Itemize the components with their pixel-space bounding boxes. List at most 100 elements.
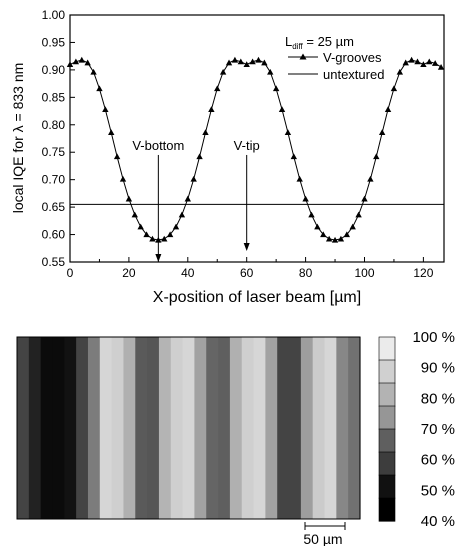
v-grooves-point [108, 129, 115, 136]
heatmap-column [312, 337, 326, 519]
y-tick-label: 0.90 [42, 63, 66, 77]
heatmap-column [64, 337, 77, 519]
y-tick-label: 0.75 [42, 145, 66, 159]
v-grooves-point [296, 175, 303, 182]
v-grooves-point [172, 223, 180, 230]
plot-frame [69, 14, 445, 263]
v-grooves-point [261, 59, 268, 66]
v-grooves-point [161, 235, 168, 242]
heatmap-column [123, 337, 136, 519]
y-tick-label: 0.80 [42, 118, 66, 132]
v-grooves-point [66, 61, 74, 67]
x-axis-label: X-position of laser beam [µm] [153, 289, 361, 306]
legend: Ldiff = 25 µm V-grooves untextured [285, 34, 384, 82]
colorbar-cell [378, 382, 396, 407]
colorbar-cell [378, 497, 396, 522]
scale-bar: 50 µm [303, 522, 346, 546]
colorbar-label: 60 % [421, 452, 455, 469]
colorbar-labels: 100 % 90 % 80 % 70 % 60 % 50 % 40 % [412, 329, 455, 530]
v-grooves-point [219, 68, 227, 75]
scale-bar-label: 50 µm [303, 531, 342, 546]
v-grooves-point [314, 223, 321, 230]
legend-untextured-label: untextured [323, 67, 384, 82]
v-grooves-point [208, 106, 215, 112]
v-grooves-point [302, 195, 309, 202]
heatmap-column [76, 337, 89, 519]
v-grooves-point [373, 153, 380, 160]
v-grooves-point [331, 236, 339, 243]
v-grooves-point [84, 59, 91, 66]
heatmap-column [206, 337, 219, 519]
y-axis-label: local IQE for λ = 833 nm [10, 63, 26, 214]
heatmap-column [336, 337, 349, 519]
v-grooves-point [355, 211, 362, 218]
annotation-v-tip-arrowhead [243, 243, 250, 252]
colorbar-cell [378, 474, 396, 499]
x-tick-label: 80 [299, 266, 313, 280]
heatmap-column [229, 337, 243, 519]
v-grooves-point [378, 129, 386, 136]
v-grooves-point [166, 231, 174, 238]
v-grooves-point [131, 211, 138, 218]
iqe-map [16, 336, 361, 520]
heatmap-column [241, 337, 255, 519]
heatmap-column [348, 337, 361, 519]
v-grooves-point [308, 211, 315, 218]
v-grooves-point [390, 85, 398, 92]
colorbar-label: 80 % [421, 390, 455, 407]
heatmap-column [265, 337, 278, 519]
y-tick-label: 1.00 [42, 8, 66, 22]
line-chart: 0 20 40 60 80 100 120 0.55 0.60 0.65 0.70 0.75 0.80… [10, 8, 445, 306]
heatmap-column [289, 337, 302, 519]
v-grooves-point [278, 106, 286, 112]
y-tick-label: 0.95 [42, 35, 66, 49]
colorbar-cell [378, 359, 396, 384]
heatmap-column [253, 337, 266, 519]
heatmap-column [135, 337, 148, 519]
colorbar-label: 70 % [421, 421, 455, 438]
heatmap-column [218, 337, 231, 519]
annotation-v-tip-label: V-tip [234, 138, 260, 153]
colorbar-cell [378, 405, 396, 430]
legend-title-main: L [285, 34, 292, 49]
v-grooves-point [343, 231, 351, 238]
heatmap-column [170, 337, 184, 519]
v-grooves-point [143, 231, 150, 238]
y-tick-label: 0.65 [42, 200, 66, 214]
legend-v-grooves-marker [299, 53, 307, 60]
annotation-v-tip: V-tip [234, 138, 260, 252]
heatmap-columns [17, 337, 361, 519]
colorbar-label: 100 % [412, 329, 455, 346]
heatmap-frame [16, 336, 361, 520]
v-grooves-point [290, 153, 298, 160]
x-tick-label: 0 [67, 266, 74, 280]
colorbar-label: 40 % [421, 513, 455, 530]
colorbar-label: 50 % [421, 482, 455, 499]
v-grooves-point [243, 61, 250, 67]
heatmap-column [194, 337, 207, 519]
colorbar-cell [378, 336, 396, 361]
v-grooves-point [337, 235, 345, 242]
v-grooves-point [184, 195, 191, 202]
x-tick-label: 100 [354, 266, 374, 280]
v-grooves-point [284, 129, 292, 136]
x-tick-label: 60 [240, 266, 254, 280]
colorbar-cell [378, 451, 396, 476]
colorbar: 100 % 90 % 80 % 70 % 60 % 50 % 40 % [378, 329, 455, 530]
v-grooves-point [102, 106, 109, 112]
v-grooves-point [149, 235, 156, 242]
v-grooves-point [137, 223, 144, 230]
annotation-v-bottom: V-bottom [132, 138, 184, 262]
y-tick-label: 0.55 [42, 255, 66, 269]
heatmap-column [87, 337, 101, 519]
v-grooves-point [113, 153, 121, 160]
heatmap-column [52, 337, 65, 519]
v-grooves-point [420, 61, 427, 67]
y-axis-ticks: 0.55 0.60 0.65 0.70 0.75 0.80 0.85 0.90 0.95 1.00 [42, 8, 75, 269]
v-grooves-point [237, 58, 245, 65]
v-grooves-point [255, 56, 262, 63]
v-grooves-point [202, 129, 209, 136]
v-grooves-point [267, 68, 274, 75]
colorbar-cell [378, 428, 396, 453]
